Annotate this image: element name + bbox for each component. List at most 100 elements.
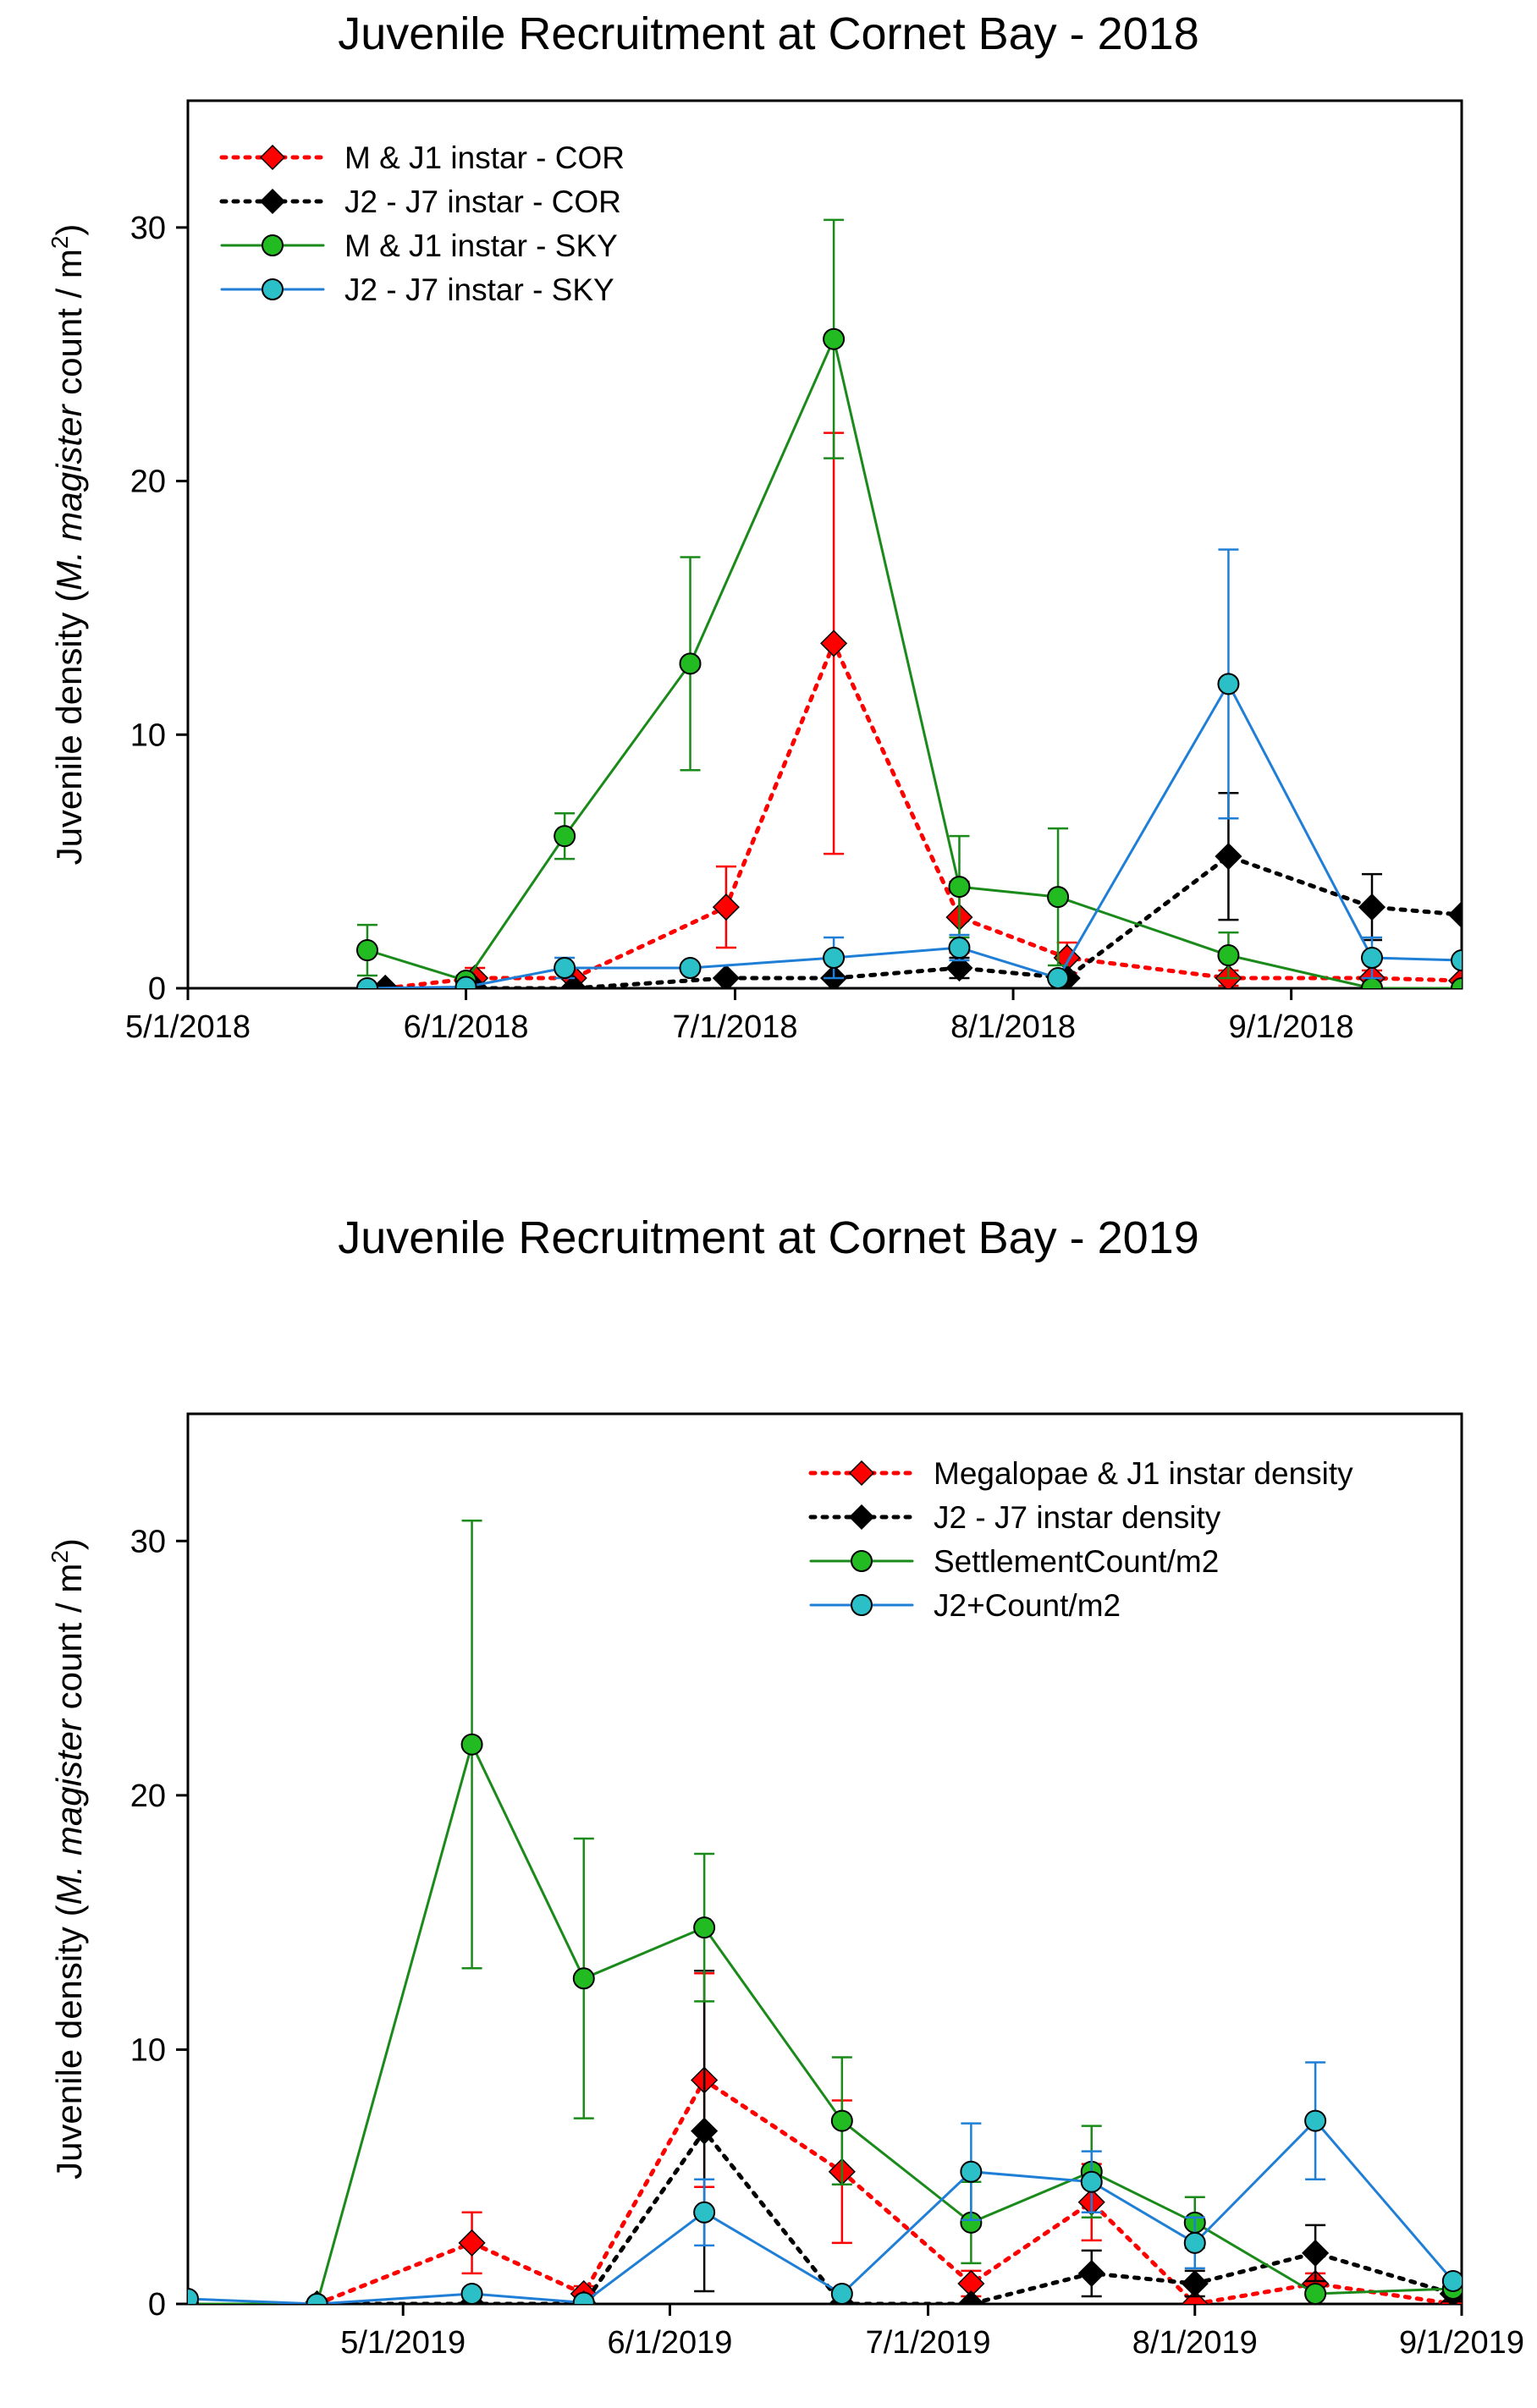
x-tick-label: 7/1/2019 bbox=[866, 2325, 991, 2361]
data-point bbox=[823, 327, 846, 350]
data-point bbox=[355, 977, 378, 988]
data-point bbox=[957, 2290, 985, 2304]
data-point bbox=[188, 2287, 199, 2304]
series-0 bbox=[372, 432, 1462, 988]
y-tick-label: 10 bbox=[130, 2032, 166, 2068]
legend-marker bbox=[262, 234, 284, 256]
series-3 bbox=[188, 2061, 1462, 2304]
data-point bbox=[679, 652, 702, 675]
plot-frame bbox=[186, 1412, 1463, 2306]
data-point bbox=[306, 2293, 328, 2304]
data-point bbox=[458, 2229, 486, 2257]
series-line bbox=[188, 1740, 1455, 2304]
data-point bbox=[712, 964, 740, 988]
legend-marker bbox=[848, 1504, 875, 1531]
x-tick-label: 5/1/2019 bbox=[340, 2325, 466, 2361]
data-point bbox=[554, 957, 576, 980]
x-tick-label: 5/1/2018 bbox=[125, 1009, 251, 1045]
series-1 bbox=[303, 1970, 1462, 2304]
data-point bbox=[460, 2282, 483, 2304]
legend: M & J1 instar - COR J2 - J7 instar - COR M… bbox=[219, 140, 625, 307]
plot-area bbox=[355, 218, 1462, 988]
legend-marker bbox=[848, 1460, 875, 1487]
data-point bbox=[1181, 2269, 1209, 2298]
series-line bbox=[383, 854, 1462, 988]
data-point bbox=[554, 825, 576, 848]
data-point bbox=[1304, 2282, 1327, 2304]
x-tick-label: 8/1/2018 bbox=[950, 1009, 1076, 1045]
chart-panel-2019: Juvenile Recruitment at Cornet Bay - 201… bbox=[0, 1204, 1537, 2408]
data-point bbox=[355, 939, 378, 962]
y-tick-label: 30 bbox=[130, 211, 166, 246]
legend-marker bbox=[259, 144, 286, 171]
x-tick-label: 9/1/2019 bbox=[1399, 2325, 1524, 2361]
data-point bbox=[691, 2117, 719, 2145]
x-tick-label: 9/1/2018 bbox=[1229, 1009, 1354, 1045]
data-point bbox=[1451, 977, 1462, 988]
legend-label: J2 - J7 instar density bbox=[934, 1500, 1221, 1535]
plot-area bbox=[188, 1519, 1462, 2304]
data-point bbox=[1047, 967, 1070, 988]
legend-marker bbox=[851, 1594, 873, 1616]
legend-label: M & J1 instar - COR bbox=[344, 140, 625, 175]
y-axis-label: Juvenile density (M. magister count / m2… bbox=[47, 224, 89, 866]
legend-label: M & J1 instar - SKY bbox=[344, 228, 618, 263]
data-point bbox=[1047, 886, 1070, 909]
y-tick-label: 20 bbox=[130, 465, 166, 500]
plot-frame bbox=[186, 99, 1463, 990]
line-chart-2019: 0 10 20 30 5/1/2019 6/1/2019 7/1/2019 8/1/2019 9… bbox=[47, 1412, 1524, 2361]
legend-marker bbox=[851, 1550, 873, 1572]
data-point bbox=[693, 1916, 716, 1939]
data-point bbox=[1361, 977, 1384, 988]
data-point bbox=[1077, 2259, 1105, 2287]
data-point bbox=[1080, 2170, 1103, 2193]
data-point bbox=[460, 1733, 483, 1756]
data-point bbox=[960, 2160, 983, 2183]
chart-title: Juvenile Recruitment at Cornet Bay - 201… bbox=[338, 8, 1199, 59]
data-point bbox=[572, 2291, 595, 2304]
y-tick-label: 0 bbox=[148, 2287, 166, 2323]
legend-label: J2+Count/m2 bbox=[934, 1588, 1121, 1623]
y-axis-label: Juvenile density (M. magister count / m2… bbox=[47, 1538, 89, 2180]
legend-marker bbox=[262, 278, 284, 300]
y-tick-label: 10 bbox=[130, 717, 166, 753]
series-line bbox=[315, 2127, 1456, 2304]
data-point bbox=[1361, 947, 1384, 970]
series-3 bbox=[355, 548, 1462, 988]
legend-label: Megalopae & J1 instar density bbox=[934, 1456, 1353, 1491]
legend: Megalopae & J1 instar density J2 - J7 ins… bbox=[808, 1456, 1353, 1623]
data-point bbox=[945, 954, 973, 982]
x-tick-label: 6/1/2018 bbox=[404, 1009, 529, 1045]
data-point bbox=[1441, 2269, 1462, 2292]
y-tick-label: 20 bbox=[130, 1779, 166, 1814]
series-line bbox=[366, 334, 1462, 988]
data-point bbox=[820, 629, 848, 657]
data-point bbox=[830, 2109, 853, 2132]
series-line bbox=[383, 638, 1462, 988]
y-tick-label: 0 bbox=[148, 971, 166, 1007]
data-point bbox=[1447, 901, 1462, 929]
data-point bbox=[1215, 843, 1242, 871]
data-point bbox=[1304, 2109, 1327, 2132]
data-point bbox=[948, 937, 971, 959]
series-2 bbox=[188, 1519, 1462, 2304]
series-line bbox=[366, 681, 1462, 988]
x-tick-label: 8/1/2019 bbox=[1132, 2325, 1258, 2361]
data-point bbox=[559, 974, 587, 988]
legend-label: SettlementCount/m2 bbox=[934, 1544, 1219, 1579]
data-point bbox=[454, 976, 477, 988]
x-tick-label: 7/1/2018 bbox=[673, 1009, 798, 1045]
chart-panel-2018: Juvenile Recruitment at Cornet Bay - 201… bbox=[47, 8, 1463, 1045]
data-point bbox=[1451, 949, 1462, 972]
data-point bbox=[1217, 673, 1240, 695]
chart-title: Juvenile Recruitment at Cornet Bay - 201… bbox=[338, 1212, 1199, 1263]
legend-label: J2 - J7 instar - COR bbox=[344, 184, 621, 219]
data-point bbox=[948, 876, 971, 899]
data-point bbox=[1358, 893, 1386, 921]
data-point bbox=[712, 893, 740, 921]
series-2 bbox=[355, 218, 1462, 988]
data-point bbox=[1181, 2290, 1209, 2304]
data-point bbox=[823, 947, 846, 970]
x-tick-label: 6/1/2019 bbox=[607, 2325, 732, 2361]
legend-label: J2 - J7 instar - SKY bbox=[344, 272, 614, 307]
